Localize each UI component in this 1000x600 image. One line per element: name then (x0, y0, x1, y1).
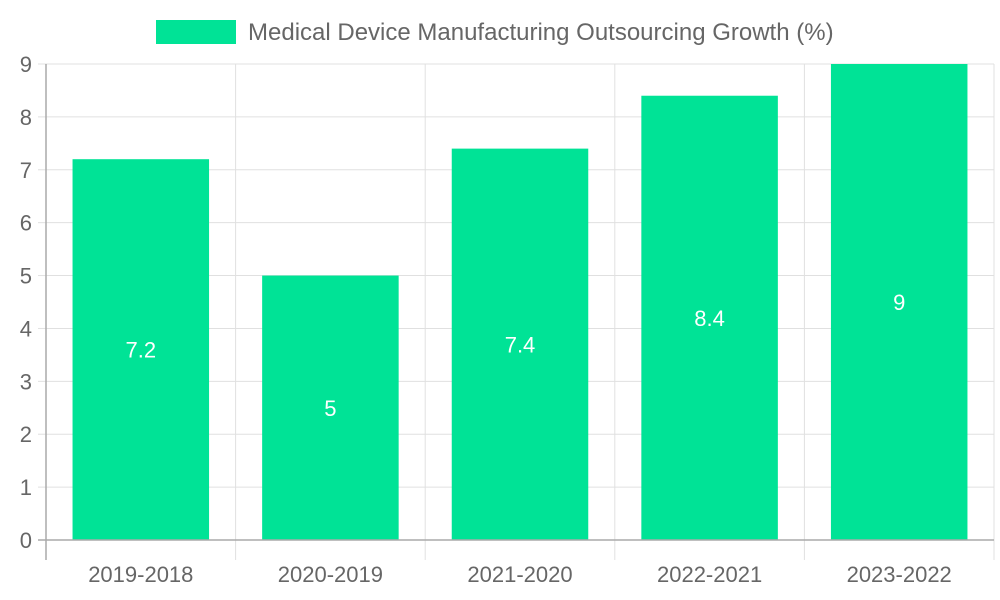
bar-2019-2018[interactable] (72, 159, 210, 540)
y-tick-label: 5 (20, 264, 32, 289)
bar-2022-2021[interactable] (641, 95, 778, 540)
data-label: 9 (893, 290, 905, 315)
y-tick-label: 1 (20, 475, 32, 500)
legend-swatch[interactable] (156, 20, 236, 44)
data-label: 8.4 (694, 306, 725, 331)
y-tick-label: 8 (20, 105, 32, 130)
legend[interactable]: Medical Device Manufacturing Outsourcing… (156, 19, 834, 46)
y-tick-label: 4 (20, 316, 32, 341)
x-tick-label: 2021-2020 (467, 562, 572, 587)
x-tick-label: 2020-2019 (278, 562, 383, 587)
y-tick-label: 3 (20, 369, 32, 394)
y-tick-label: 6 (20, 211, 32, 236)
y-tick-label: 2 (20, 422, 32, 447)
y-tick-label: 0 (20, 528, 32, 553)
y-tick-label: 9 (20, 52, 32, 77)
x-tick-label: 2019-2018 (88, 562, 193, 587)
data-label: 7.4 (505, 332, 536, 357)
data-label: 5 (324, 396, 336, 421)
bar-2021-2020[interactable] (451, 148, 589, 540)
legend-label[interactable]: Medical Device Manufacturing Outsourcing… (248, 19, 834, 46)
x-tick-label: 2022-2021 (657, 562, 762, 587)
bar-2023-2022[interactable] (830, 64, 968, 540)
bar-2020-2019[interactable] (262, 275, 399, 540)
y-tick-label: 7 (20, 158, 32, 183)
x-tick-label: 2023-2022 (847, 562, 952, 587)
data-label: 7.2 (126, 338, 157, 363)
